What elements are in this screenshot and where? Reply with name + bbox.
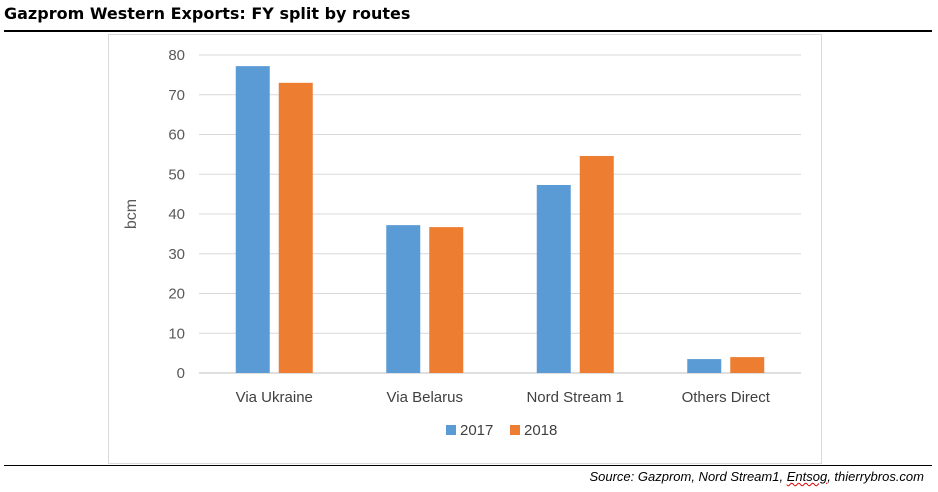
legend-label-2018: 2018 [524,422,557,439]
title-divider [4,30,932,32]
y-tick-label-0: 0 [177,365,185,382]
footer-divider [4,465,932,466]
y-tick-label-60: 60 [168,127,185,144]
bar-chart: 0 10 20 30 40 50 60 70 80 bcm Via Ukraine Via Belar… [123,47,801,439]
source-note: Source: Gazprom, Nord Stream1, Entsog, t… [589,469,924,484]
bar-2017-via-belarus [386,225,421,373]
y-tick-label-70: 70 [168,87,185,104]
bar-2018-others-direct [730,357,765,373]
bar-2018-nord-stream-1 [579,155,614,373]
page-title: Gazprom Western Exports: FY split by rou… [4,4,411,23]
y-tick-label-30: 30 [168,246,185,263]
legend-label-2017: 2017 [460,422,493,439]
legend-swatch-2017 [446,425,456,435]
y-tick-label-50: 50 [168,166,185,183]
bar-2017-via-ukraine [235,66,270,373]
y-tick-label-40: 40 [168,206,185,223]
y-axis-label: bcm [123,199,140,229]
legend-swatch-2018 [510,425,520,435]
chart-frame: 0 10 20 30 40 50 60 70 80 bcm Via Ukraine Via Belar… [108,34,822,464]
source-suffix: , thierrybros.com [827,469,924,484]
x-category-label-nord-stream-1: Nord Stream 1 [526,389,624,406]
bar-2017-others-direct [687,359,722,373]
x-category-label-via-ukraine: Via Ukraine [236,389,313,406]
bar-2018-via-belarus [429,227,464,373]
source-flagged-word: Entsog [786,469,828,484]
source-prefix: Source: Gazprom, Nord Stream1, [589,469,787,484]
x-category-label-via-belarus: Via Belarus [387,389,463,406]
y-tick-label-10: 10 [168,325,185,342]
x-category-label-others-direct: Others Direct [682,389,771,406]
y-tick-label-20: 20 [168,286,185,303]
bar-2018-via-ukraine [278,82,313,373]
y-tick-label-80: 80 [168,47,185,64]
bar-2017-nord-stream-1 [536,184,571,373]
